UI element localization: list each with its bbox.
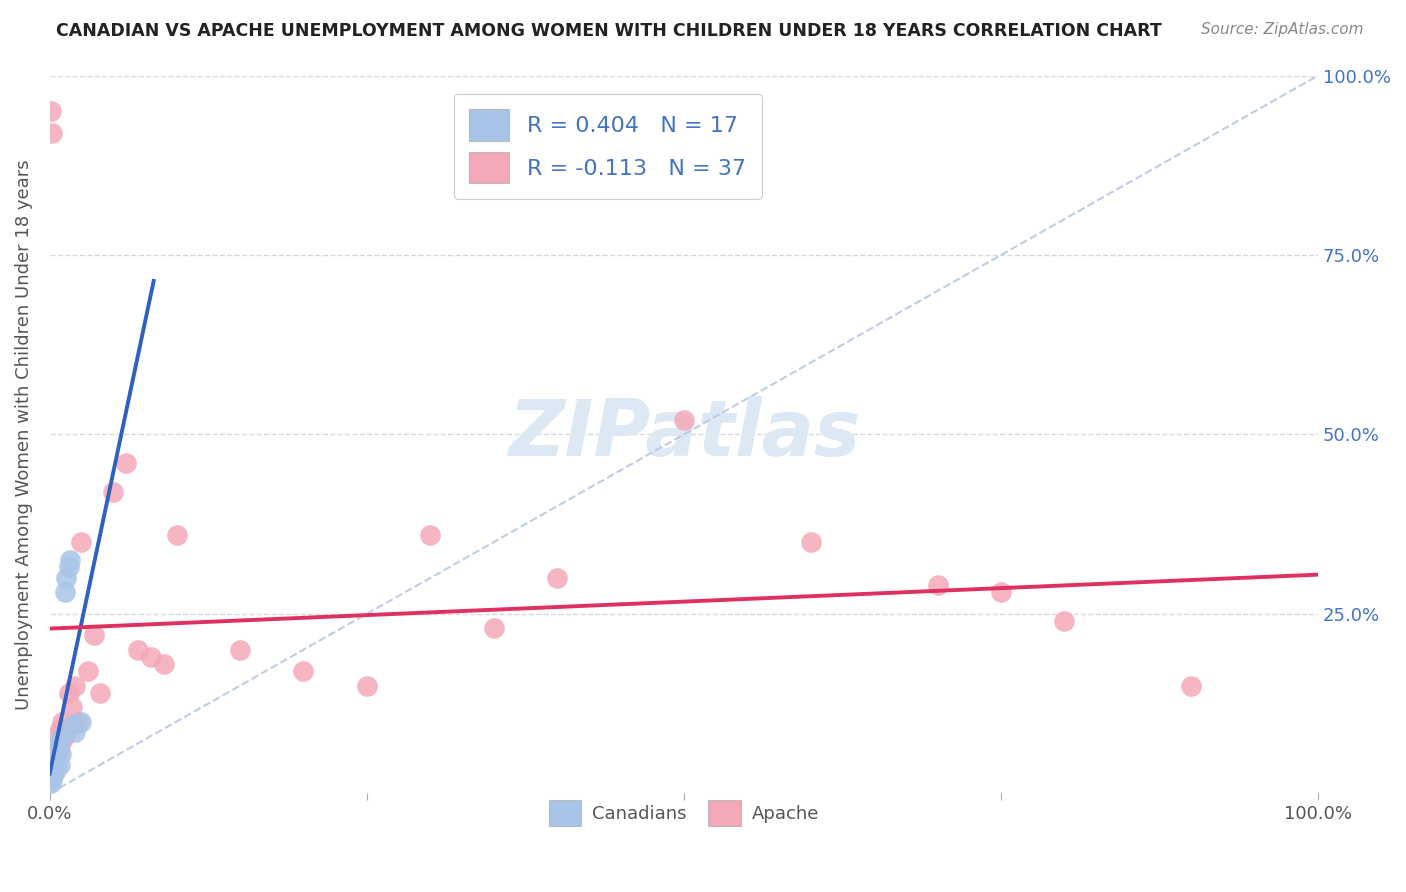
- Point: [53, 729, 76, 743]
- Point: [672, 413, 695, 427]
- Point: [48, 743, 70, 757]
- Point: [800, 535, 823, 549]
- Point: [49, 757, 72, 772]
- Point: [51, 729, 73, 743]
- Point: [229, 642, 252, 657]
- Point: [83, 628, 105, 642]
- Point: [51, 714, 73, 729]
- Point: [990, 585, 1012, 599]
- Legend: Canadians, Apache: Canadians, Apache: [540, 791, 828, 835]
- Text: Source: ZipAtlas.com: Source: ZipAtlas.com: [1201, 22, 1364, 37]
- Point: [76, 665, 98, 679]
- Point: [62, 718, 84, 732]
- Y-axis label: Unemployment Among Women with Children Under 18 years: Unemployment Among Women with Children U…: [15, 159, 32, 710]
- Point: [356, 679, 378, 693]
- Point: [59, 553, 82, 567]
- Point: [89, 686, 111, 700]
- Point: [39, 775, 62, 789]
- Point: [45, 729, 67, 743]
- Point: [66, 714, 89, 729]
- Point: [292, 665, 315, 679]
- Point: [101, 484, 124, 499]
- Point: [63, 679, 86, 693]
- Point: [127, 642, 149, 657]
- Point: [166, 528, 188, 542]
- Point: [39, 104, 62, 119]
- Point: [419, 528, 441, 542]
- Point: [62, 700, 84, 714]
- Point: [49, 747, 72, 761]
- Point: [41, 772, 63, 786]
- Point: [58, 686, 80, 700]
- Text: ZIPatlas: ZIPatlas: [508, 396, 860, 473]
- Point: [153, 657, 176, 672]
- Point: [46, 747, 69, 761]
- Point: [53, 585, 76, 599]
- Point: [546, 571, 568, 585]
- Point: [927, 578, 949, 592]
- Point: [114, 456, 136, 470]
- Point: [1180, 679, 1202, 693]
- Point: [49, 722, 72, 736]
- Point: [63, 725, 86, 739]
- Point: [1053, 614, 1076, 628]
- Point: [49, 736, 72, 750]
- Point: [41, 126, 63, 140]
- Point: [55, 571, 77, 585]
- Point: [44, 764, 66, 779]
- Point: [139, 650, 162, 665]
- Text: CANADIAN VS APACHE UNEMPLOYMENT AMONG WOMEN WITH CHILDREN UNDER 18 YEARS CORRELA: CANADIAN VS APACHE UNEMPLOYMENT AMONG WO…: [56, 22, 1161, 40]
- Point: [42, 743, 65, 757]
- Point: [70, 714, 93, 729]
- Point: [48, 736, 70, 750]
- Point: [45, 761, 67, 775]
- Point: [482, 621, 505, 635]
- Point: [42, 768, 65, 782]
- Point: [46, 736, 69, 750]
- Point: [70, 535, 93, 549]
- Point: [58, 560, 80, 574]
- Point: [44, 736, 66, 750]
